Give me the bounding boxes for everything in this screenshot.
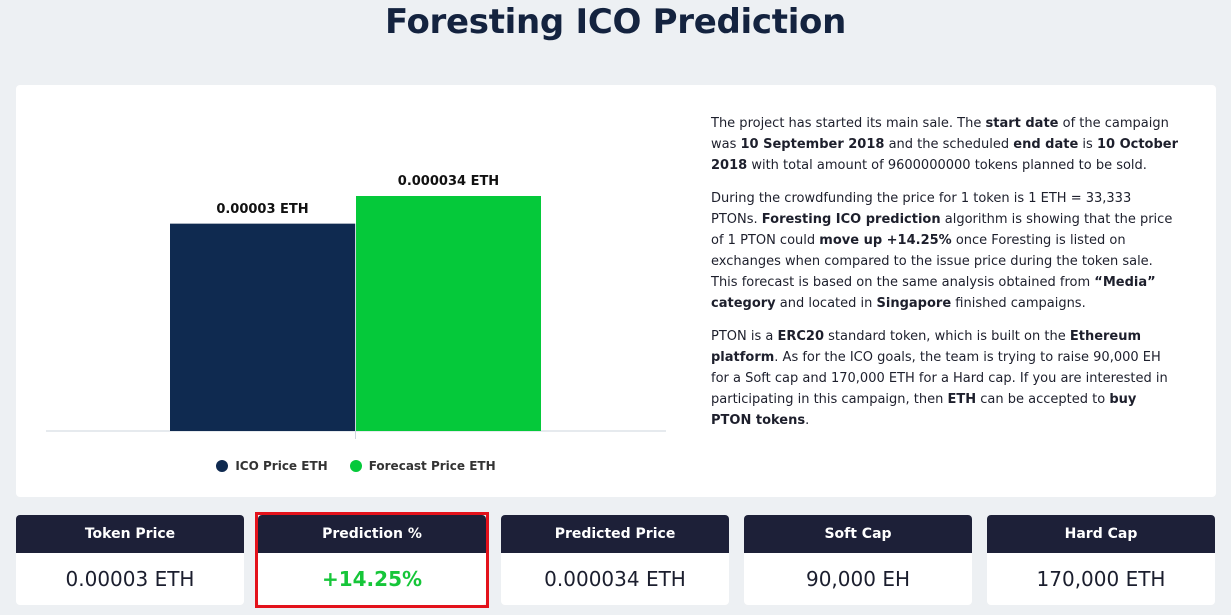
text-run-0: During the crowdfunding the price for 1 … — [711, 191, 1132, 227]
legend-dot-forecast — [349, 460, 362, 472]
text-run-2: algorithm is showing that the price of 1… — [711, 212, 1173, 248]
text-run-6: is — [1078, 137, 1097, 152]
description-paragraph-2: During the crowdfunding the price for 1 … — [711, 188, 1181, 314]
stat-value-token-price: 0.00003 ETH — [65, 567, 195, 591]
bold-run-3: move up +14.25% — [819, 233, 952, 248]
text-run-4: . As for the ICO goals, the team is tryi… — [711, 350, 1168, 407]
text-run-4: once Foresting is listed on exchanges wh… — [711, 233, 1153, 290]
text-run-8: finished campaigns. — [951, 296, 1086, 311]
legend-item-ico-price[interactable]: ICO Price ETH — [216, 459, 328, 473]
bold-run-7: Singapore — [876, 296, 952, 311]
bold-run-7: buy PTON tokens — [711, 392, 1137, 428]
text-run-8: . — [805, 413, 810, 428]
text-run-6: and located in — [775, 296, 877, 311]
description-paragraph-3: PTON is a ERC20 standard token, which is… — [711, 326, 1181, 431]
bold-run-1: start date — [985, 116, 1059, 131]
bar-1[interactable] — [356, 196, 541, 431]
bold-run-5: “Media” category — [711, 275, 1156, 311]
legend-item-forecast-price[interactable]: Forecast Price ETH — [349, 459, 496, 473]
chart-legend: ICO Price ETH Forecast Price ETH — [16, 459, 696, 473]
legend-label-ico: ICO Price ETH — [235, 459, 328, 473]
stat-card-prediction: Prediction % +14.25% — [258, 515, 486, 605]
text-run-6: can be accepted to — [976, 392, 1110, 407]
stat-label-predicted-price: Predicted Price — [501, 515, 729, 553]
text-run-2: of the campaign was — [711, 116, 1169, 152]
price-chart: 0.00003 ETH 0.000034 ETH ICO Price ETH Fo… — [16, 85, 696, 497]
prediction-card: 0.00003 ETH 0.000034 ETH ICO Price ETH Fo… — [16, 85, 1216, 497]
description-paragraph-1: The project has started its main sale. T… — [711, 113, 1181, 176]
stat-value-soft-cap: 90,000 EH — [805, 567, 910, 591]
description-text: The project has started its main sale. T… — [711, 113, 1181, 443]
stat-value-predicted-price: 0.000034 ETH — [544, 567, 686, 591]
bar-data-label-0: 0.00003 ETH — [216, 201, 309, 217]
text-run-8: with total amount of 9600000000 tokens p… — [747, 158, 1147, 173]
bar-0[interactable] — [170, 223, 355, 431]
page-title: Foresting ICO Prediction — [384, 2, 847, 42]
stat-value-prediction: +14.25% — [321, 567, 423, 591]
bold-run-5: end date — [1013, 137, 1079, 152]
stat-card-soft-cap: Soft Cap 90,000 EH — [744, 515, 972, 605]
text-run-2: standard token, which is built on the — [824, 329, 1070, 344]
stat-value-hard-cap: 170,000 ETH — [1036, 567, 1166, 591]
bold-run-1: ERC20 — [777, 329, 825, 344]
stat-label-token-price: Token Price — [16, 515, 244, 553]
bold-run-7: 10 October 2018 — [711, 137, 1179, 173]
bar-data-label-1: 0.000034 ETH — [397, 174, 500, 189]
chart-svg — [46, 196, 666, 439]
stat-card-hard-cap: Hard Cap 170,000 ETH — [987, 515, 1215, 605]
stat-label-soft-cap: Soft Cap — [744, 515, 972, 553]
text-run-0: PTON is a — [711, 329, 778, 344]
stat-label-prediction: Prediction % — [258, 515, 486, 553]
stat-label-hard-cap: Hard Cap — [987, 515, 1215, 553]
bold-run-5: ETH — [947, 392, 977, 407]
text-run-4: and the scheduled — [884, 137, 1014, 152]
legend-label-forecast: Forecast Price ETH — [368, 459, 496, 473]
legend-dot-ico — [216, 460, 229, 472]
stat-card-predicted-price: Predicted Price 0.000034 ETH — [501, 515, 729, 605]
text-run-0: The project has started its main sale. T… — [711, 116, 986, 131]
stat-card-token-price: Token Price 0.00003 ETH — [16, 515, 244, 605]
bold-run-1: Foresting ICO prediction — [761, 212, 941, 227]
bold-run-3: Ethereum platform — [711, 329, 1142, 365]
bold-run-3: 10 September 2018 — [740, 137, 885, 152]
